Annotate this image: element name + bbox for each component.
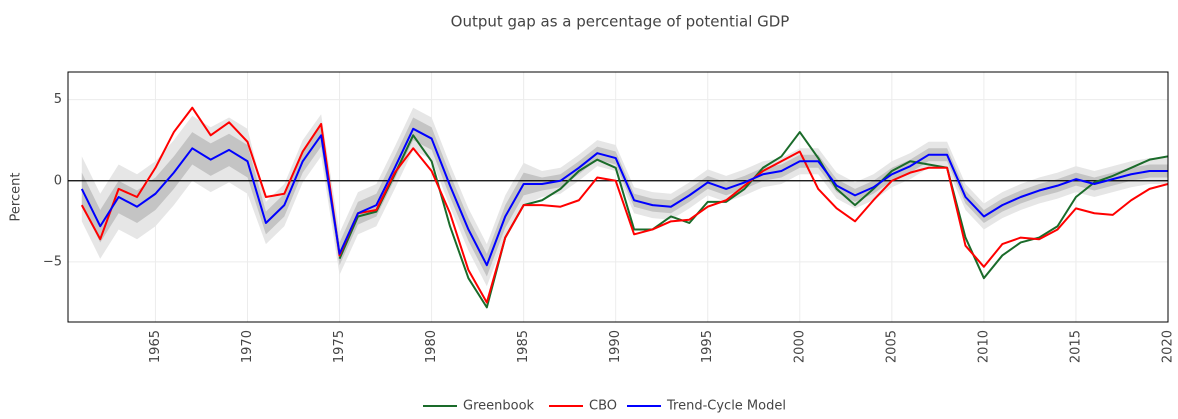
legend-label: CBO <box>589 399 617 414</box>
y-tick-label: 0 <box>54 173 62 188</box>
x-tick-label: 1980 <box>424 330 439 363</box>
y-tick-label: −5 <box>43 254 62 269</box>
x-tick-label: 1970 <box>240 330 255 363</box>
x-tick-label: 2005 <box>884 330 899 363</box>
chart-title: Output gap as a percentage of potential … <box>451 13 790 31</box>
confidence-band <box>81 107 1168 287</box>
x-tick-label: 1975 <box>332 330 347 363</box>
x-tick-label: 2000 <box>792 330 807 363</box>
x-tick-label: 2020 <box>1161 330 1176 363</box>
series-line <box>80 106 1168 304</box>
plot-frame <box>67 71 1169 323</box>
x-tick-label: 1995 <box>700 330 715 363</box>
legend-label: Greenbook <box>463 399 535 414</box>
plot <box>68 106 1168 309</box>
x-tick-label: 1985 <box>516 330 531 363</box>
series-line <box>80 127 1168 267</box>
y-tick-label: 5 <box>54 92 62 107</box>
x-tick-label: 1990 <box>608 330 623 363</box>
x-tick-label: 1965 <box>148 330 163 363</box>
y-axis-label: Percent <box>9 173 24 222</box>
x-tick-label: 2015 <box>1068 330 1083 363</box>
x-tick-label: 2010 <box>976 330 991 363</box>
legend-label: Trend-Cycle Model <box>666 399 786 414</box>
